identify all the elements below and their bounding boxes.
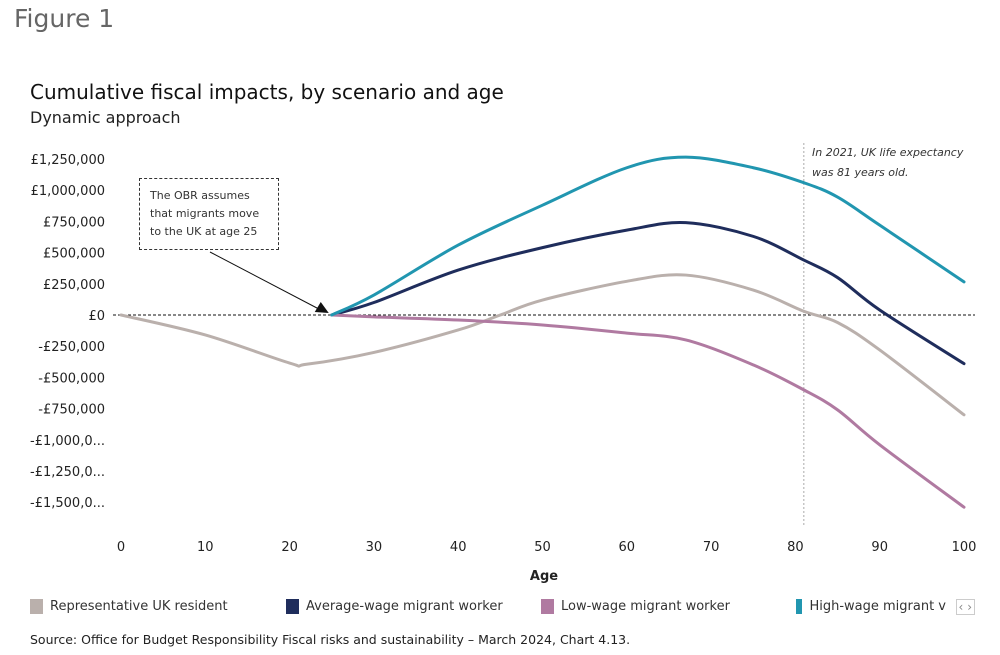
x-tick-label: 50: [534, 540, 551, 555]
y-tick-label: £500,000: [43, 247, 105, 262]
x-tick-label: 80: [787, 540, 804, 555]
y-tick-label: £1,000,000: [31, 184, 105, 199]
legend-item-high-wage[interactable]: High-wage migrant v: [796, 599, 946, 614]
legend-item-average-wage[interactable]: Average-wage migrant worker: [286, 599, 503, 614]
x-tick-label: 70: [703, 540, 720, 555]
legend-item-low-wage[interactable]: Low-wage migrant worker: [541, 599, 730, 614]
arrowhead-icon: [314, 302, 329, 313]
y-tick-label: -£500,000: [38, 371, 105, 386]
x-tick-label: 30: [366, 540, 383, 555]
x-tick-label: 100: [952, 540, 977, 555]
x-axis-label: Age: [530, 569, 558, 584]
x-tick-label: 10: [197, 540, 214, 555]
series-line-1: [330, 221, 966, 366]
legend-swatch: [796, 599, 803, 614]
legend-label: Representative UK resident: [50, 599, 228, 614]
x-tick-label: 40: [450, 540, 467, 555]
x-tick-label: 60: [619, 540, 636, 555]
annotation-line: that migrants move: [150, 207, 260, 220]
y-tick-label: £250,000: [43, 278, 105, 293]
chevron-right-icon[interactable]: ›: [967, 600, 972, 614]
y-tick-label: £0: [88, 309, 105, 324]
annotation-line: to the UK at age 25: [150, 225, 258, 238]
y-tick-label: £750,000: [43, 215, 105, 230]
y-tick-label: £1,250,000: [31, 153, 105, 168]
x-tick-label: 90: [871, 540, 888, 555]
series-line-0: [119, 273, 966, 417]
annotation-line: In 2021, UK life expectancy: [812, 146, 964, 159]
y-tick-label: -£750,000: [38, 403, 105, 418]
series-line-3: [330, 155, 966, 317]
y-tick-label: -£1,250,0...: [30, 465, 105, 480]
chart-title: Cumulative fiscal impacts, by scenario a…: [30, 80, 504, 104]
chart-subtitle: Dynamic approach: [30, 108, 181, 127]
line-chart: £1,250,000 £1,000,000 £750,000 £500,000 £250…: [30, 143, 977, 584]
y-tick-label: -£1,500,0...: [30, 496, 105, 511]
annotation-migration-age: The OBR assumes that migrants move to th…: [139, 178, 279, 250]
annotation-line: The OBR assumes: [150, 189, 250, 202]
legend-label: High-wage migrant v: [809, 599, 946, 614]
series-line-2: [330, 313, 966, 509]
x-tick-label: 0: [117, 540, 125, 555]
legend-label: Average-wage migrant worker: [306, 599, 503, 614]
annotation-life-expectancy: In 2021, UK life expectancy was 81 years…: [812, 143, 963, 183]
annotation-line: was 81 years old.: [812, 166, 909, 179]
legend-swatch: [541, 599, 554, 614]
source-note: Source: Office for Budget Responsibility…: [30, 632, 631, 647]
legend-scroll: ‹ ›: [955, 599, 975, 615]
legend: Representative UK resident Average-wage …: [30, 599, 975, 619]
figure-label: Figure 1: [14, 4, 115, 33]
annotation-arrow: [209, 251, 321, 311]
legend-swatch: [286, 599, 299, 614]
chevron-left-icon[interactable]: ‹: [958, 600, 964, 614]
y-tick-label: -£250,000: [38, 340, 105, 355]
x-tick-label: 20: [281, 540, 298, 555]
legend-swatch: [30, 599, 43, 614]
y-tick-label: -£1,000,0...: [30, 434, 105, 449]
legend-label: Low-wage migrant worker: [561, 599, 730, 614]
legend-item-resident[interactable]: Representative UK resident: [30, 599, 228, 614]
